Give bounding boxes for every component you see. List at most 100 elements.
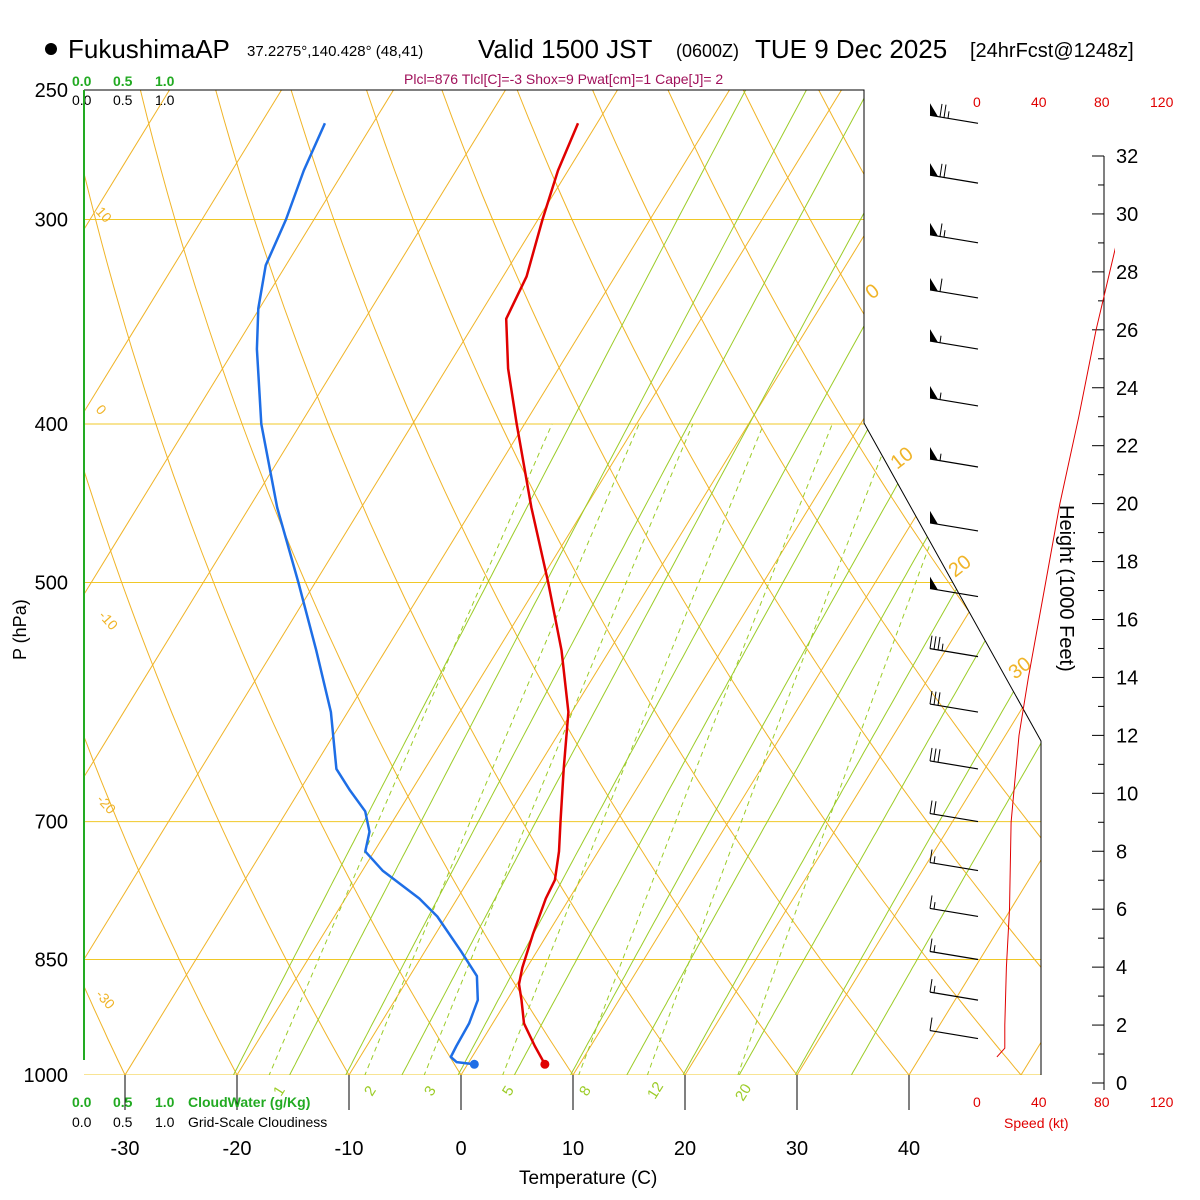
mixing-ratio-label: 3 <box>421 1083 440 1099</box>
wind-barb-staff <box>929 340 979 350</box>
wind-barb-half <box>939 335 942 343</box>
speed-axis-title: Speed (kt) <box>1004 1115 1069 1131</box>
station-coords: 37.2275°,140.428° (48,41) <box>247 43 423 60</box>
mixing-ratio-line <box>725 423 976 1075</box>
mixing-ratio-label: 8 <box>576 1083 595 1099</box>
parcel-params: Plcl=876 Tlcl[C]=-3 Shox=9 Pwat[cm]=1 Ca… <box>404 71 723 87</box>
cloudiness-scale-2: 1.0 <box>155 1114 175 1130</box>
mixing-ratio-label: 5 <box>499 1083 518 1099</box>
dry-adiabat-label: 10 <box>887 443 918 474</box>
wind-barb <box>929 277 979 299</box>
isotherm-label: -10 <box>96 607 122 633</box>
wind-barb-line <box>937 749 941 763</box>
wind-barb-staff <box>929 648 979 658</box>
wind-barb-line <box>933 691 937 705</box>
temp-tick-label: 0 <box>455 1138 466 1160</box>
wind-barb-half <box>933 985 936 993</box>
wind-barb <box>929 163 979 184</box>
wind-speed-profile <box>996 247 1115 1058</box>
wind-barb <box>929 103 979 124</box>
mixing-ratio-label: 12 <box>644 1079 667 1102</box>
wind-barb <box>929 510 979 532</box>
height-tick-label: 28 <box>1116 262 1138 284</box>
pressure-axis-labels: 250 300 400 500 700 850 1000 <box>24 80 69 1087</box>
dry-adiabat <box>0 61 28 1110</box>
wind-barb-staff <box>929 812 979 823</box>
isotherm-line <box>84 90 524 1075</box>
profiles <box>255 122 580 1069</box>
pressure-label-500: 500 <box>35 573 68 595</box>
mixing-ratio-line <box>634 423 895 1075</box>
wind-barb <box>929 385 979 407</box>
height-tick-label: 22 <box>1116 436 1138 458</box>
wind-barb-flag <box>930 385 938 400</box>
mixing-ratio-line <box>409 423 694 1075</box>
wind-barb <box>929 747 979 770</box>
wind-barb-line <box>939 278 943 292</box>
mixing-ratio-line <box>488 423 765 1075</box>
wind-barb-flag <box>930 576 938 590</box>
wind-barb-staff <box>929 458 979 468</box>
utc-time: (0600Z) <box>676 41 739 61</box>
dry-adiabat <box>1176 61 1200 1110</box>
moist-adiabat <box>327 90 869 1075</box>
height-tick-label: 30 <box>1116 204 1138 226</box>
pressure-label-400: 400 <box>35 414 68 436</box>
pressure-label-250: 250 <box>35 80 68 102</box>
height-tick-label: 4 <box>1116 957 1127 979</box>
speed-tick-bottom-0: 0 <box>973 1094 981 1110</box>
dewpoint-profile-line <box>255 122 480 1066</box>
cloud-scale-bottom-0: 0.0 <box>72 1094 92 1110</box>
speed-tick-bottom-1: 40 <box>1031 1094 1047 1110</box>
wind-barb <box>929 849 979 872</box>
wind-barb-line <box>939 103 943 118</box>
mixing-ratio-line <box>565 423 833 1075</box>
wind-barb-staff <box>929 522 979 532</box>
isotherm-label: -30 <box>93 986 119 1012</box>
moist-adiabat <box>607 90 1041 1075</box>
wind-barbs <box>929 103 979 1040</box>
moist-adiabat <box>831 90 1041 1075</box>
wind-barb-flag <box>930 277 938 292</box>
wind-barb-line <box>943 104 947 118</box>
cloudiness-scale-top-0: 0.0 <box>72 92 92 108</box>
height-tick-label: 6 <box>1116 899 1127 921</box>
dewpoint-surface-point <box>469 1059 479 1069</box>
isotherm-line <box>999 90 1041 1075</box>
isotherm-line <box>84 90 636 1075</box>
wind-barb-line <box>939 163 943 177</box>
height-tick-label: 16 <box>1116 610 1138 632</box>
wind-barb-staff <box>929 1029 979 1040</box>
dry-adiabat <box>207 90 711 1075</box>
isotherm-label: 0 <box>93 401 110 418</box>
temp-tick-label: 30 <box>786 1138 808 1160</box>
plot-frame <box>84 89 1042 1075</box>
wind-barb-line <box>929 979 933 993</box>
wind-barb-staff <box>929 991 979 1001</box>
pressure-label-700: 700 <box>35 812 68 834</box>
station-name: FukushimaAP <box>68 34 230 64</box>
wind-barb-flag <box>930 329 938 343</box>
wind-barb-flag <box>930 222 938 237</box>
wind-barb <box>929 447 979 468</box>
temperature-axis-labels: -30 -20 -10 0 10 20 30 40 <box>111 1075 920 1160</box>
dry-adiabat <box>356 90 938 1075</box>
wind-barb-line <box>929 800 933 814</box>
wind-barb <box>929 690 979 713</box>
temperature-axis-title: Temperature (C) <box>519 1168 657 1189</box>
isotherm-line <box>84 90 412 1075</box>
cloudiness-scale-top-2: 1.0 <box>155 92 175 108</box>
wind-speed-line <box>996 247 1115 1058</box>
height-tick-label: 14 <box>1116 667 1138 689</box>
moist-adiabat <box>719 90 1041 1075</box>
moist-adiabat <box>215 90 747 1075</box>
temp-tick-label: -20 <box>223 1138 252 1160</box>
cloud-scale-bottom-1: 0.5 <box>113 1094 133 1110</box>
wind-barb-flag <box>930 103 938 117</box>
height-tick-label: 18 <box>1116 552 1138 574</box>
isotherm-line <box>215 90 860 1075</box>
wind-barb-flag <box>930 510 938 525</box>
cloudiness-scale-0: 0.0 <box>72 1114 92 1130</box>
